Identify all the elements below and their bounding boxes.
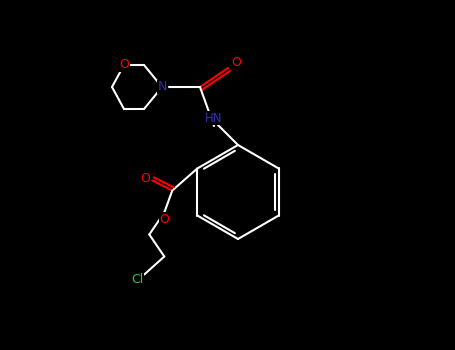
Text: O: O [140,172,150,185]
Text: N: N [157,80,167,93]
Text: Cl: Cl [131,273,143,286]
Text: O: O [159,213,169,226]
Text: O: O [231,56,241,70]
Text: O: O [119,58,129,71]
Text: HN: HN [205,112,223,125]
